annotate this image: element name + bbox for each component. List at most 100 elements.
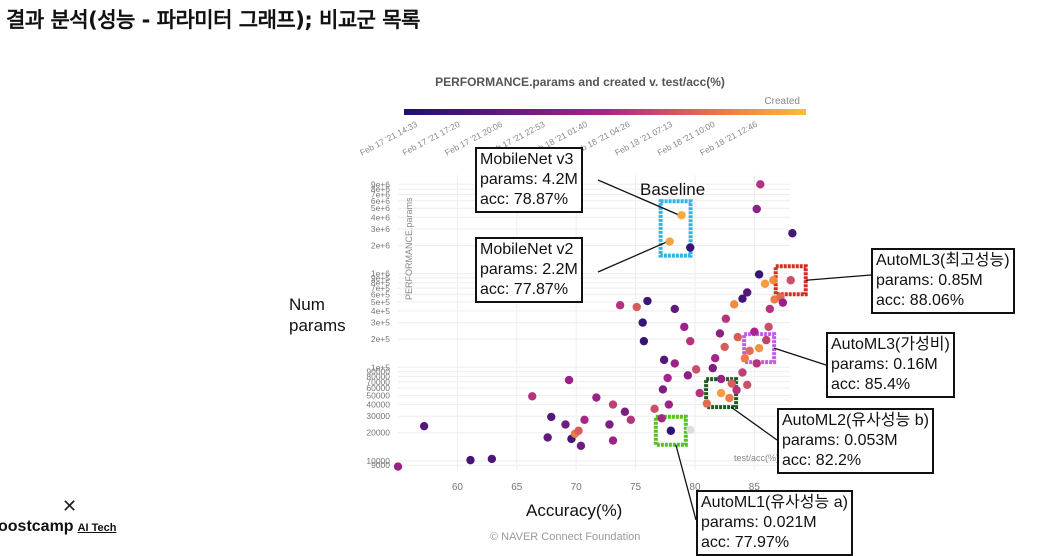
colorbar	[404, 109, 806, 115]
automl1-leader-line	[675, 444, 697, 521]
data-point	[752, 359, 761, 368]
annotation-line: acc: 82.2%	[782, 452, 862, 469]
brand-name: oostcamp	[0, 518, 74, 535]
annotation-line: params: 2.2M	[480, 261, 578, 278]
data-point	[487, 454, 497, 464]
baseline-highlight-box	[658, 199, 693, 258]
data-point	[691, 365, 701, 374]
data-point	[686, 425, 695, 434]
annotation-line: acc: 88.06%	[876, 292, 965, 309]
mobilenet-v3-leader-line	[597, 179, 680, 216]
y-axis-label-line1: Num	[289, 295, 325, 314]
data-point	[743, 380, 752, 390]
data-point	[466, 455, 475, 465]
data-point	[658, 385, 668, 394]
data-point	[743, 288, 752, 297]
data-point	[580, 415, 589, 424]
data-point	[615, 301, 625, 310]
data-point	[686, 243, 695, 252]
y-tick-label: 40000	[366, 400, 390, 410]
data-point	[576, 441, 586, 451]
data-point	[659, 355, 669, 365]
x-axis-inner-label: test/acc(%)	[734, 453, 779, 463]
data-point	[715, 329, 725, 338]
y-tick-label: 1e+5	[371, 362, 390, 372]
y-tick-label: 90000	[366, 367, 390, 377]
y-tick-label: 5e+6	[371, 203, 390, 213]
data-points	[393, 180, 797, 471]
y-axis-inner-label: PERFORMANCE.params	[404, 197, 414, 300]
x-tick-label: 85	[749, 482, 761, 493]
y-tick-label: 30000	[366, 411, 390, 421]
data-point	[716, 374, 726, 384]
data-point	[543, 433, 552, 442]
annotation-mobilenet-v2: MobileNet v2 params: 2.2M acc: 77.87%	[475, 237, 583, 303]
data-point	[686, 336, 695, 346]
data-point	[620, 407, 630, 416]
y-tick-label: 2e+5	[371, 334, 390, 344]
data-point	[702, 399, 712, 408]
x-tick-label: 65	[511, 482, 523, 493]
data-point	[745, 346, 754, 355]
data-point	[738, 368, 747, 377]
data-point	[740, 354, 750, 363]
y-tick-label: 1e+6	[371, 269, 390, 279]
automl1-highlight-box	[653, 414, 688, 447]
data-point	[670, 359, 679, 368]
y-tick-label: 9000	[371, 460, 390, 470]
footer-copyright: © NAVER Connect Foundation	[490, 531, 641, 543]
annotation-line: params: 0.021M	[701, 514, 817, 531]
data-point	[608, 436, 618, 445]
highlighted-data-point	[754, 343, 764, 353]
y-tick-label: 5e+5	[371, 297, 390, 307]
baseline-label: Baseline	[640, 180, 706, 199]
annotation-line: params: 4.2M	[480, 171, 578, 188]
highlighted-data-point	[716, 388, 726, 398]
annotation-line: acc: 77.87%	[480, 281, 569, 298]
data-point	[754, 270, 764, 279]
y-tick-label: 8e+6	[371, 184, 390, 194]
annotation-mobilenet-v3: MobileNet v3 params: 4.2M acc: 78.87%	[475, 147, 583, 213]
y-tick-label: 6e+5	[371, 289, 390, 299]
y-tick-label: 7e+5	[371, 283, 390, 293]
leader-lines	[597, 179, 872, 521]
annotation-line: acc: 77.97%	[701, 534, 790, 551]
y-tick-label: 20000	[366, 428, 390, 438]
data-point	[680, 322, 689, 332]
x-tick-label: 75	[630, 482, 642, 493]
data-point	[727, 379, 736, 388]
data-point	[721, 314, 731, 323]
data-point	[638, 318, 647, 327]
y-tick-labels: 9000100002000030000400005000060000700008…	[366, 179, 390, 470]
data-point	[762, 335, 771, 345]
data-point	[708, 363, 717, 373]
data-point	[664, 400, 674, 409]
highlighted-data-point	[786, 276, 795, 285]
data-point	[765, 304, 775, 314]
data-point	[710, 354, 720, 363]
x-tick-label: 60	[452, 482, 464, 493]
data-point	[643, 296, 652, 306]
y-tick-label: 9e+6	[371, 179, 390, 189]
data-point	[605, 420, 614, 429]
data-point	[561, 420, 570, 429]
y-tick-label: 3e+5	[371, 318, 390, 328]
chart-title: PERFORMANCE.params and created v. test/a…	[435, 75, 725, 89]
annotation-automl3-cost-effective: AutoML3(가성비) params: 0.16M acc: 85.4%	[826, 332, 955, 398]
annotation-line: acc: 85.4%	[831, 376, 911, 393]
y-tick-label: 8e+5	[371, 278, 390, 288]
y-tick-label: 4e+5	[371, 306, 390, 316]
y-tick-label: 80000	[366, 371, 390, 381]
data-point	[756, 180, 765, 189]
highlighted-data-point	[677, 211, 686, 220]
data-point	[738, 294, 747, 303]
y-axis-label: Num params	[289, 294, 346, 336]
annotation-line: params: 0.053M	[782, 432, 898, 449]
x-tick-label: 80	[689, 482, 701, 493]
data-point	[750, 327, 759, 336]
y-tick-label: 60000	[366, 383, 390, 393]
annotation-automl1: AutoML1(유사성능 a) params: 0.021M acc: 77.9…	[696, 490, 853, 556]
data-point	[778, 298, 788, 307]
data-point	[650, 404, 659, 414]
